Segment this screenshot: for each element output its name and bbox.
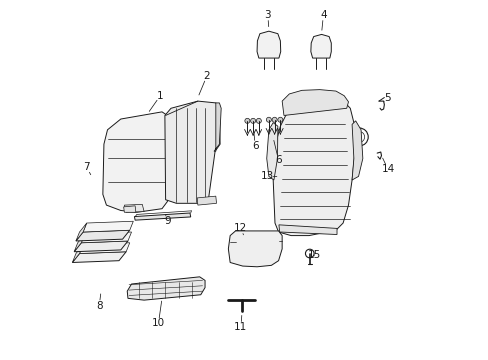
Text: 15: 15 <box>307 250 321 260</box>
Circle shape <box>244 118 249 123</box>
Polygon shape <box>278 225 336 234</box>
Polygon shape <box>164 101 220 203</box>
Polygon shape <box>81 232 131 243</box>
Text: 12: 12 <box>234 224 247 233</box>
Polygon shape <box>76 230 129 241</box>
Text: 5: 5 <box>384 93 390 103</box>
Polygon shape <box>282 90 348 116</box>
Polygon shape <box>74 241 128 252</box>
Polygon shape <box>74 234 85 252</box>
Text: 13: 13 <box>261 171 274 181</box>
Text: 14: 14 <box>381 164 394 174</box>
Polygon shape <box>80 243 129 253</box>
Polygon shape <box>228 231 282 267</box>
Text: 6: 6 <box>251 141 258 151</box>
Polygon shape <box>214 103 221 151</box>
Polygon shape <box>83 221 133 232</box>
Polygon shape <box>124 204 144 212</box>
Circle shape <box>277 117 282 122</box>
Circle shape <box>256 118 261 123</box>
Polygon shape <box>127 277 204 300</box>
Polygon shape <box>134 213 190 220</box>
Text: 3: 3 <box>264 10 270 20</box>
Text: 10: 10 <box>152 319 164 328</box>
Polygon shape <box>310 35 330 58</box>
Polygon shape <box>273 98 354 235</box>
Circle shape <box>250 118 255 123</box>
Text: 6: 6 <box>275 155 281 165</box>
Circle shape <box>266 117 271 122</box>
Polygon shape <box>351 121 362 180</box>
Polygon shape <box>257 31 280 58</box>
Polygon shape <box>102 112 167 212</box>
Text: 2: 2 <box>203 71 210 81</box>
Polygon shape <box>123 206 136 212</box>
Polygon shape <box>76 223 86 241</box>
Text: 8: 8 <box>96 301 102 311</box>
Text: 9: 9 <box>164 216 170 226</box>
Polygon shape <box>72 252 126 262</box>
Text: 7: 7 <box>83 162 90 172</box>
Circle shape <box>271 117 277 122</box>
Polygon shape <box>72 244 83 262</box>
Text: 4: 4 <box>320 10 326 20</box>
Polygon shape <box>266 123 277 180</box>
Polygon shape <box>197 196 216 205</box>
Text: 1: 1 <box>157 91 163 101</box>
Text: 11: 11 <box>234 322 247 332</box>
